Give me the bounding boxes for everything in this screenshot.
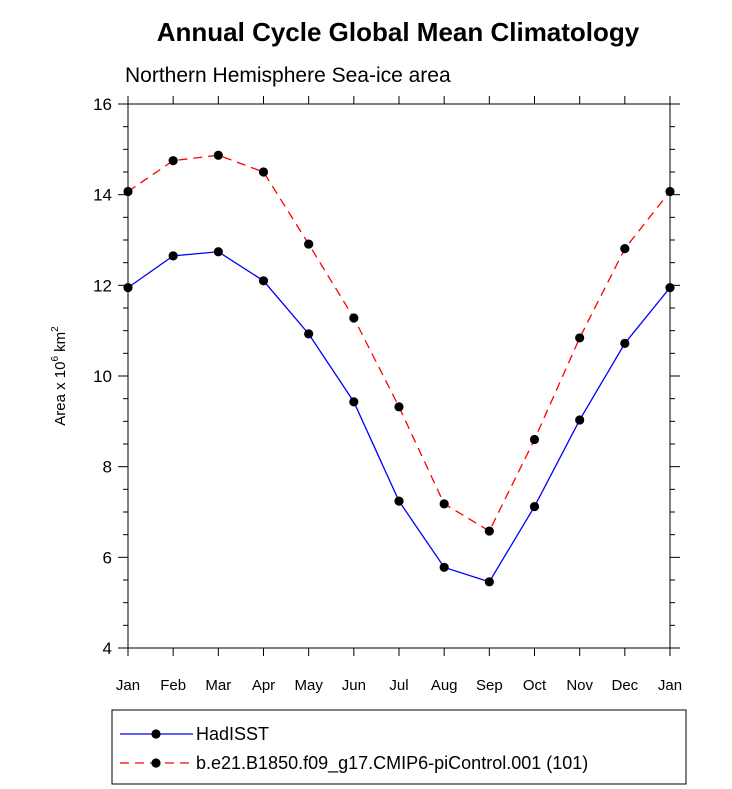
data-point xyxy=(484,526,494,536)
y-tick-label: 8 xyxy=(103,458,112,477)
x-tick-label: Mar xyxy=(205,677,231,694)
x-tick-label: Aug xyxy=(431,677,458,694)
data-point xyxy=(123,283,133,293)
chart-title: Annual Cycle Global Mean Climatology xyxy=(157,17,640,47)
data-point xyxy=(168,156,178,166)
legend-label: b.e21.B1850.f09_g17.CMIP6-piControl.001 … xyxy=(196,753,588,774)
data-point xyxy=(213,150,223,160)
x-tick-label: Feb xyxy=(160,677,186,694)
legend-swatch-marker xyxy=(151,729,161,739)
major-ticks xyxy=(118,96,680,656)
data-point xyxy=(620,244,630,254)
legend-box xyxy=(111,709,687,785)
legend-entry: b.e21.B1850.f09_g17.CMIP6-piControl.001 … xyxy=(120,753,588,774)
data-point xyxy=(168,251,178,261)
data-point xyxy=(665,283,675,293)
series-1 xyxy=(123,247,675,587)
data-point xyxy=(484,577,494,587)
series-2 xyxy=(123,150,675,536)
x-tick-label: Sep xyxy=(476,677,503,694)
legend-label: HadISST xyxy=(196,724,269,744)
data-point xyxy=(665,186,675,197)
data-point xyxy=(529,501,540,512)
x-tick-label: Jul xyxy=(389,677,408,694)
series-line xyxy=(127,251,671,583)
data-point xyxy=(575,415,585,425)
x-tick-labels: Jan Feb Mar Apr May Jun Jul Aug Sep Oct Nov Dec Jan xyxy=(116,677,682,694)
x-tick-label: May xyxy=(294,677,323,694)
data-point xyxy=(529,434,540,445)
y-tick-label: 12 xyxy=(93,276,112,295)
data-point xyxy=(620,338,630,348)
data-point xyxy=(394,496,404,506)
series-layer xyxy=(123,150,675,587)
data-point xyxy=(304,329,314,339)
data-point xyxy=(575,333,585,343)
series-line xyxy=(127,154,671,532)
legend-entries: HadISST b.e21.B1850.f09_g17.CMIP6-piContr… xyxy=(120,724,588,774)
minor-ticks xyxy=(123,126,675,626)
data-point xyxy=(349,397,359,407)
data-point xyxy=(439,562,449,572)
legend-entry: HadISST xyxy=(120,724,269,744)
y-axis-label: Area x 106 km2 xyxy=(50,326,69,426)
y-tick-label: 6 xyxy=(103,548,112,567)
chart-subtitle: Northern Hemisphere Sea-ice area xyxy=(125,64,451,87)
legend-swatch-marker xyxy=(151,758,161,768)
data-point xyxy=(394,402,404,412)
data-point xyxy=(304,239,314,249)
y-tick-label: 16 xyxy=(93,95,112,114)
x-tick-label: Nov xyxy=(566,677,593,694)
data-point xyxy=(439,499,449,509)
data-point xyxy=(258,276,269,286)
y-tick-label: 4 xyxy=(103,639,112,658)
x-tick-label: Oct xyxy=(523,677,547,694)
x-tick-label: Jan xyxy=(116,677,140,694)
y-tick-label: 14 xyxy=(93,186,112,205)
y-tick-label: 10 xyxy=(93,367,112,386)
x-tick-label: Apr xyxy=(252,677,275,694)
x-tick-label: Jan xyxy=(658,677,682,694)
x-tick-label: Jun xyxy=(342,677,366,694)
plot-frame xyxy=(127,103,671,649)
data-point xyxy=(349,313,359,323)
data-point xyxy=(213,247,223,257)
x-tick-label: Dec xyxy=(611,677,638,694)
data-point xyxy=(258,167,269,177)
y-tick-labels: 4 6 8 10 12 14 16 xyxy=(93,95,112,658)
data-point xyxy=(123,186,133,197)
